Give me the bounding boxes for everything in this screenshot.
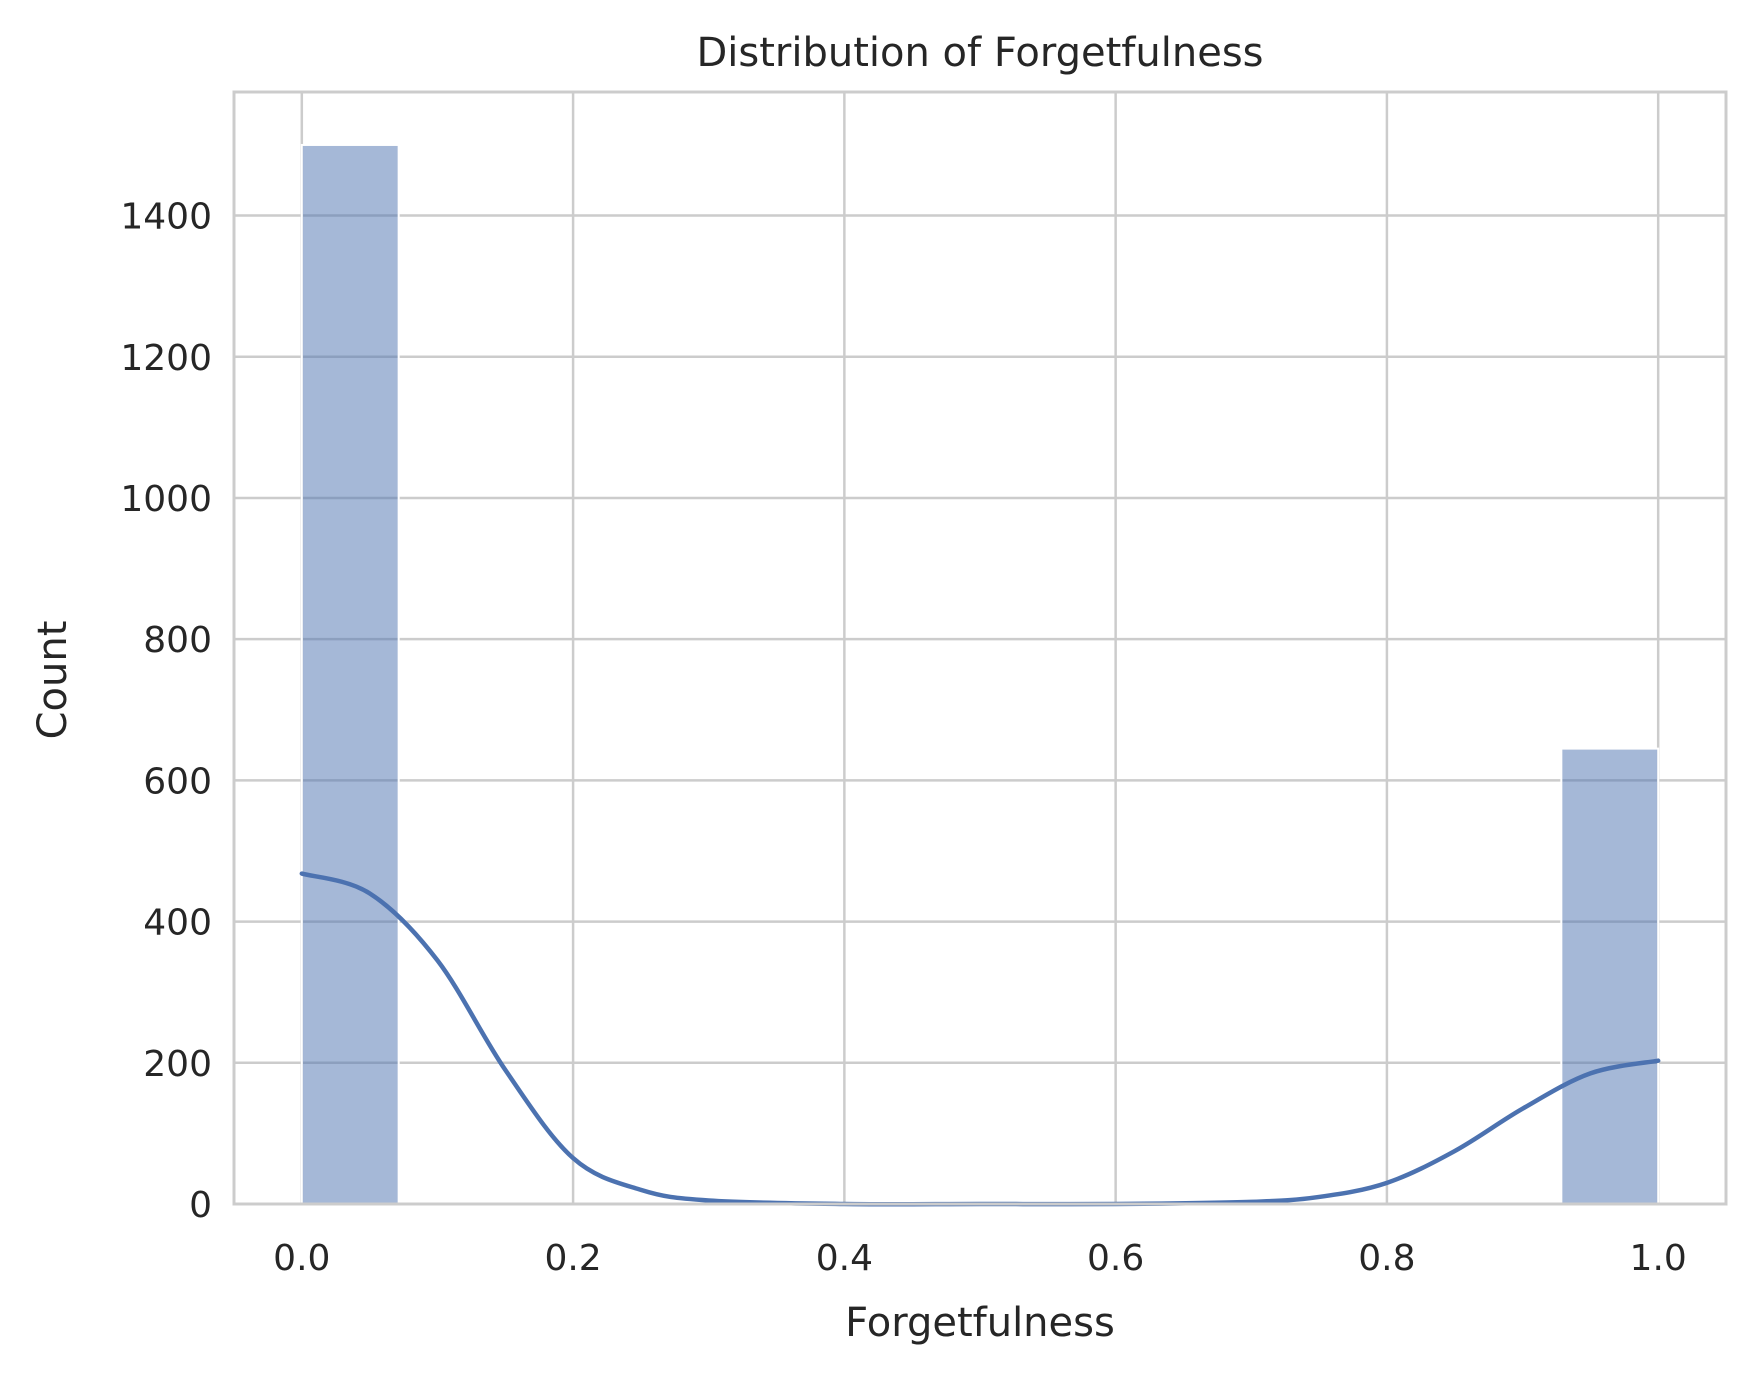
x-tick-labels: 0.0 0.2 0.4 0.6 0.8 1.0 xyxy=(273,1238,1687,1279)
axes-spine xyxy=(232,90,1728,1206)
kde-curve xyxy=(299,871,1661,1207)
histogram-bars xyxy=(300,143,1660,1205)
y-tick-label: 1000 xyxy=(120,479,212,520)
y-tick-labels: 0 200 400 600 800 1000 1200 1400 xyxy=(120,197,212,1226)
y-tick-label: 600 xyxy=(143,761,212,802)
y-tick-label: 1200 xyxy=(120,338,212,379)
y-tick-label: 0 xyxy=(189,1185,212,1226)
histogram-bar xyxy=(1560,747,1660,1205)
kde-curve-group xyxy=(299,871,1661,1207)
y-tick-label: 400 xyxy=(143,903,212,944)
y-tick-label: 1400 xyxy=(120,197,212,238)
x-axis-label: Forgetfulness xyxy=(845,1300,1115,1346)
y-axis-label: Count xyxy=(30,621,76,740)
x-tick-label: 0.2 xyxy=(544,1238,601,1279)
x-tick-label: 0.4 xyxy=(816,1238,873,1279)
chart-title: Distribution of Forgetfulness xyxy=(696,30,1263,76)
grid-lines xyxy=(234,92,1726,1206)
y-tick-label: 200 xyxy=(143,1044,212,1085)
x-tick-label: 0.8 xyxy=(1358,1238,1415,1279)
histogram-bar xyxy=(300,143,400,1205)
y-tick-label: 800 xyxy=(143,620,212,661)
axes-frame xyxy=(232,90,1728,1206)
x-tick-label: 0.0 xyxy=(273,1238,330,1279)
x-tick-label: 0.6 xyxy=(1087,1238,1144,1279)
x-tick-label: 1.0 xyxy=(1630,1238,1687,1279)
